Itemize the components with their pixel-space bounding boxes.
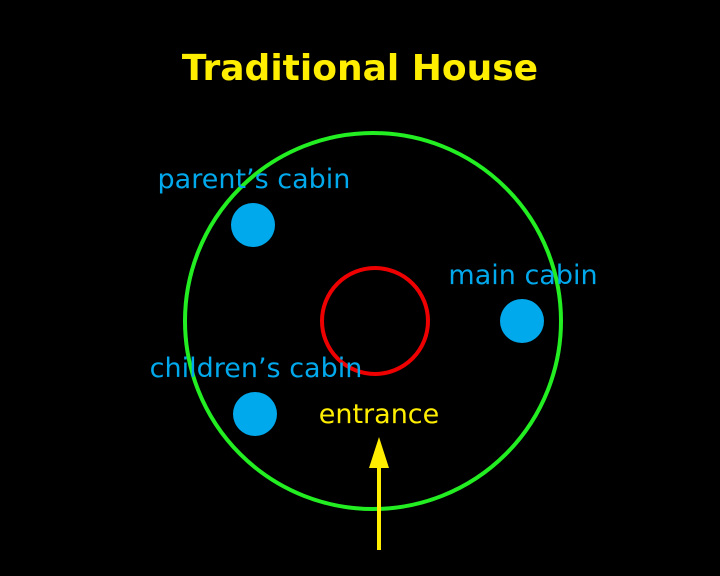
parents-cabin-label: parent’s cabin: [158, 164, 351, 195]
diagram-title: Traditional House: [182, 48, 538, 89]
outer-circle: [183, 131, 563, 511]
inner-circle: [320, 266, 430, 376]
entrance-arrow-head: [369, 437, 389, 468]
parents-cabin-dot: [231, 203, 275, 247]
main-cabin-label: main cabin: [448, 260, 597, 291]
childrens-cabin-dot: [233, 392, 277, 436]
childrens-cabin-label: children’s cabin: [150, 353, 363, 384]
entrance-label: entrance: [319, 399, 440, 430]
main-cabin-dot: [500, 299, 544, 343]
